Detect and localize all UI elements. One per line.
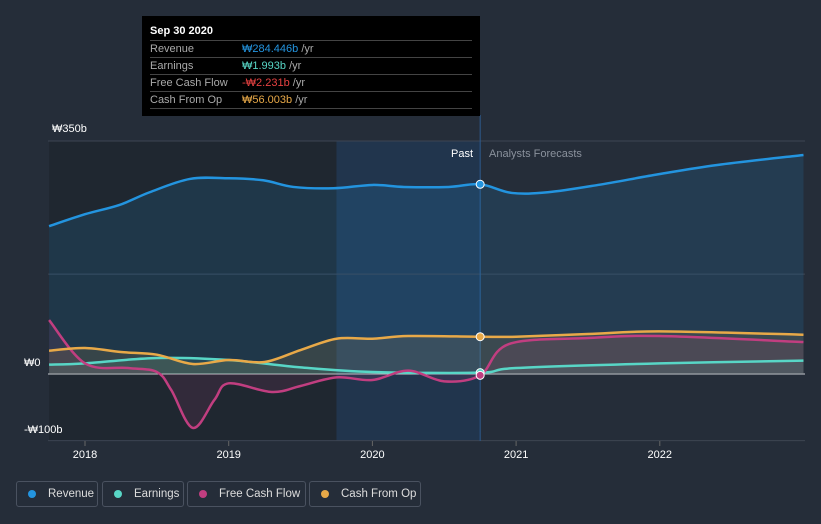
tooltip-label: Cash From Op [150,94,223,106]
tooltip-value: ₩1.993b [242,60,287,72]
free-cash-flow-marker[interactable] [475,370,485,380]
history-band [49,141,337,441]
cash-from-op-marker[interactable] [475,332,485,342]
tooltip-label: Free Cash Flow [150,77,228,89]
legend-label: Earnings [134,488,180,500]
legend-dot-icon [28,490,36,498]
region-past-label: Past [451,148,473,160]
tooltip-unit: /yr [289,77,305,89]
legend-label: Revenue [48,488,95,500]
tooltip-unit: /yr [286,60,302,72]
tooltip-value: -₩2.231b [242,77,290,89]
legend-dot-icon [114,490,122,498]
tooltip-row: Earnings ₩1.993b /yr [150,57,472,74]
revenue-marker[interactable] [475,179,485,189]
x-tick-label: 2018 [73,449,97,461]
tooltip-row: Cash From Op ₩56.003b /yr [150,91,472,109]
tooltip-value: ₩284.446b [242,43,299,55]
y-tick-neg100: -₩100b [24,424,63,436]
legend-dot-icon [199,490,207,498]
x-tick-label: 2022 [648,449,672,461]
tooltip-unit: /yr [298,43,314,55]
revenue-line [48,153,804,228]
y-tick-350: ₩350b [52,123,87,135]
tooltip-row: Free Cash Flow -₩2.231b /yr [150,74,472,91]
legend-item-earnings[interactable]: Earnings [102,481,184,507]
free-cash-flow-line [48,319,804,430]
revenue-area [49,154,804,374]
x-tick-label: 2021 [504,449,528,461]
region-forecast-label: Analysts Forecasts [489,148,582,160]
cash-from-op-line [48,330,804,366]
earnings-line [49,356,804,375]
x-tick-label: 2020 [360,449,384,461]
x-tick-label: 2019 [216,449,240,461]
past-band [336,141,481,441]
legend-label: Cash From Op [341,488,417,500]
tooltip-label: Earnings [150,60,194,72]
tooltip-unit: /yr [292,94,308,106]
legend-item-free-cash-flow[interactable]: Free Cash Flow [187,481,306,507]
legend-item-cash-from-op[interactable]: Cash From Op [309,481,421,507]
tooltip-row: Revenue ₩284.446b /yr [150,40,472,57]
y-tick-0: ₩0 [24,357,41,369]
tooltip: Sep 30 2020 Revenue ₩284.446b /yr Earnings… [142,16,480,116]
tooltip-date: Sep 30 2020 [150,25,213,37]
tooltip-label: Revenue [150,43,195,55]
tooltip-value: ₩56.003b [242,94,293,106]
legend-dot-icon [321,490,329,498]
legend-label: Free Cash Flow [219,488,301,500]
legend-item-revenue[interactable]: Revenue [16,481,98,507]
